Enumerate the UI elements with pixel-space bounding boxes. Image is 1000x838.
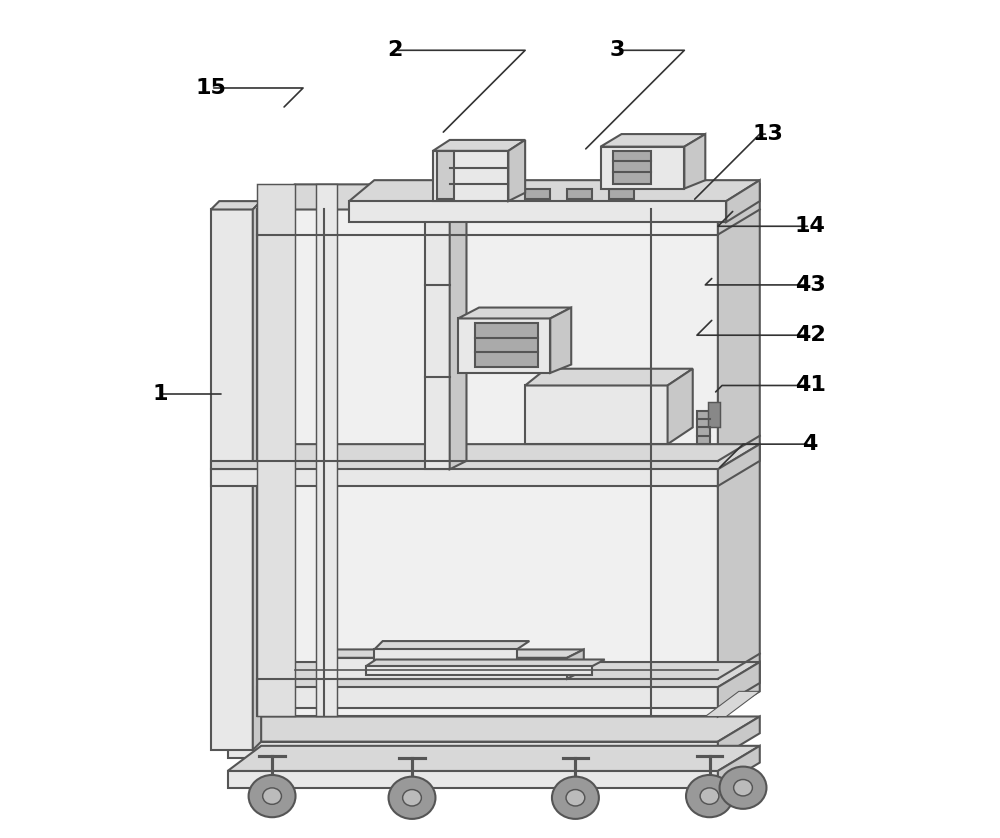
- Polygon shape: [316, 184, 337, 716]
- Polygon shape: [718, 184, 760, 716]
- Ellipse shape: [403, 789, 421, 806]
- Polygon shape: [349, 180, 760, 201]
- Polygon shape: [601, 134, 705, 147]
- Ellipse shape: [686, 775, 733, 817]
- Polygon shape: [257, 184, 760, 210]
- Polygon shape: [374, 649, 517, 662]
- Ellipse shape: [263, 788, 281, 804]
- Polygon shape: [366, 660, 605, 666]
- Polygon shape: [458, 318, 550, 373]
- Polygon shape: [718, 716, 760, 758]
- Polygon shape: [613, 151, 651, 184]
- Polygon shape: [211, 201, 261, 210]
- Polygon shape: [525, 385, 668, 444]
- Polygon shape: [253, 201, 261, 750]
- Polygon shape: [697, 411, 710, 444]
- Polygon shape: [257, 210, 718, 716]
- Text: 41: 41: [795, 375, 825, 396]
- Ellipse shape: [566, 789, 585, 806]
- Polygon shape: [550, 308, 571, 373]
- Text: 43: 43: [795, 275, 825, 295]
- Polygon shape: [228, 742, 718, 758]
- Polygon shape: [257, 444, 760, 469]
- Polygon shape: [458, 308, 571, 318]
- Text: 15: 15: [195, 78, 226, 98]
- Polygon shape: [211, 461, 261, 469]
- Text: 2: 2: [388, 40, 403, 60]
- Polygon shape: [601, 147, 684, 189]
- Text: 14: 14: [795, 216, 825, 236]
- Polygon shape: [374, 641, 529, 649]
- Polygon shape: [349, 201, 726, 222]
- Polygon shape: [433, 140, 525, 151]
- Polygon shape: [324, 649, 584, 658]
- Polygon shape: [433, 151, 508, 201]
- Polygon shape: [211, 469, 261, 486]
- Polygon shape: [366, 666, 592, 675]
- Polygon shape: [684, 134, 705, 189]
- Polygon shape: [705, 691, 760, 716]
- Polygon shape: [525, 369, 693, 385]
- Polygon shape: [508, 140, 525, 201]
- Polygon shape: [257, 184, 295, 716]
- Polygon shape: [708, 402, 720, 427]
- Polygon shape: [425, 189, 466, 201]
- Polygon shape: [228, 771, 718, 788]
- Polygon shape: [668, 369, 693, 444]
- Text: 1: 1: [153, 384, 168, 404]
- Polygon shape: [567, 189, 592, 199]
- Ellipse shape: [700, 788, 719, 804]
- Polygon shape: [437, 151, 454, 199]
- Polygon shape: [475, 323, 538, 367]
- Polygon shape: [228, 746, 760, 771]
- Text: 4: 4: [802, 434, 818, 454]
- Polygon shape: [450, 189, 466, 469]
- Polygon shape: [718, 662, 760, 708]
- Text: 13: 13: [753, 124, 784, 144]
- Polygon shape: [324, 658, 567, 679]
- Polygon shape: [726, 180, 760, 222]
- Polygon shape: [228, 716, 760, 742]
- Polygon shape: [525, 189, 550, 199]
- Polygon shape: [718, 746, 760, 788]
- Polygon shape: [257, 687, 718, 708]
- Polygon shape: [257, 662, 760, 687]
- Polygon shape: [211, 210, 253, 750]
- Polygon shape: [257, 469, 718, 486]
- Ellipse shape: [249, 775, 296, 817]
- Polygon shape: [425, 201, 450, 469]
- Polygon shape: [718, 444, 760, 486]
- Text: 42: 42: [795, 325, 825, 345]
- Ellipse shape: [734, 779, 752, 796]
- Polygon shape: [567, 649, 584, 679]
- Polygon shape: [609, 189, 634, 199]
- Ellipse shape: [552, 777, 599, 819]
- Ellipse shape: [389, 777, 435, 819]
- Ellipse shape: [720, 767, 766, 809]
- Text: 3: 3: [610, 40, 625, 60]
